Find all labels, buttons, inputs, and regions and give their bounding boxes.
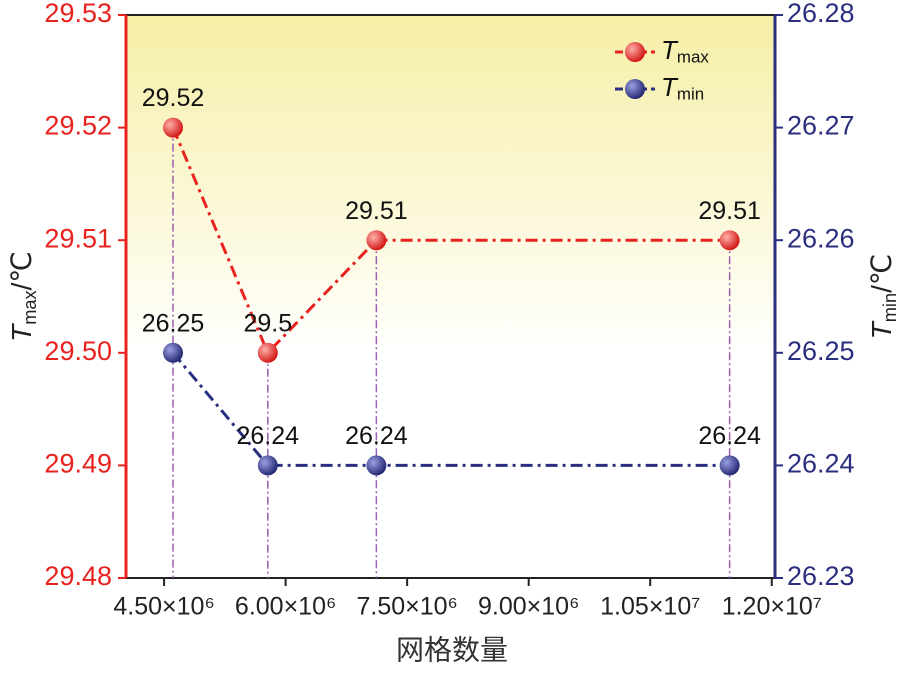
y2-axis-label: Tmin/℃ bbox=[866, 254, 899, 340]
data-point bbox=[257, 342, 278, 363]
x-tick-label: 6.00×10⁶ bbox=[235, 593, 336, 621]
y-tick-label: 29.53 bbox=[44, 0, 112, 28]
y2-tick-label: 26.24 bbox=[787, 449, 855, 479]
data-point bbox=[257, 455, 278, 476]
data-label: 26.24 bbox=[698, 422, 761, 450]
y-tick-label: 29.50 bbox=[44, 336, 112, 366]
series-line bbox=[171, 127, 730, 356]
data-label: 29.5 bbox=[243, 309, 292, 337]
legend-label: Tmin bbox=[661, 72, 704, 104]
legend-marker bbox=[625, 42, 645, 62]
y2-tick-label: 26.28 bbox=[787, 0, 855, 28]
data-label: 26.24 bbox=[237, 422, 300, 450]
data-point bbox=[719, 230, 740, 251]
data-label: 26.24 bbox=[345, 422, 408, 450]
legend-label: Tmax bbox=[661, 35, 709, 67]
y-tick-label: 29.51 bbox=[44, 223, 112, 253]
x-tick-label: 1.05×10⁷ bbox=[600, 593, 700, 621]
data-label: 29.51 bbox=[698, 197, 761, 225]
data-point bbox=[719, 455, 740, 476]
y-axis-label: Tmax/℃ bbox=[6, 251, 39, 342]
x-tick-label: 1.20×10⁷ bbox=[722, 593, 822, 621]
data-label: 29.52 bbox=[142, 84, 205, 112]
y-tick-label: 29.52 bbox=[44, 111, 112, 141]
y-tick-label: 29.49 bbox=[44, 449, 112, 479]
legend-marker bbox=[625, 79, 645, 99]
plot-background bbox=[126, 15, 775, 578]
data-point bbox=[366, 230, 387, 251]
y2-tick-label: 26.27 bbox=[787, 111, 855, 141]
data-point bbox=[162, 117, 183, 138]
data-label: 26.25 bbox=[142, 309, 205, 337]
x-tick-label: 9.00×10⁶ bbox=[478, 593, 579, 621]
x-tick-label: 4.50×10⁶ bbox=[113, 593, 214, 621]
x-axis-label: 网格数量 bbox=[396, 634, 508, 665]
y2-tick-label: 26.25 bbox=[787, 336, 855, 366]
y-tick-label: 29.48 bbox=[44, 561, 112, 591]
y2-tick-label: 26.23 bbox=[787, 561, 855, 591]
data-point bbox=[162, 342, 183, 363]
y2-tick-label: 26.26 bbox=[787, 223, 855, 253]
data-point bbox=[366, 455, 387, 476]
x-tick-label: 7.50×10⁶ bbox=[356, 593, 457, 621]
series-line bbox=[171, 351, 730, 467]
data-label: 29.51 bbox=[345, 197, 408, 225]
